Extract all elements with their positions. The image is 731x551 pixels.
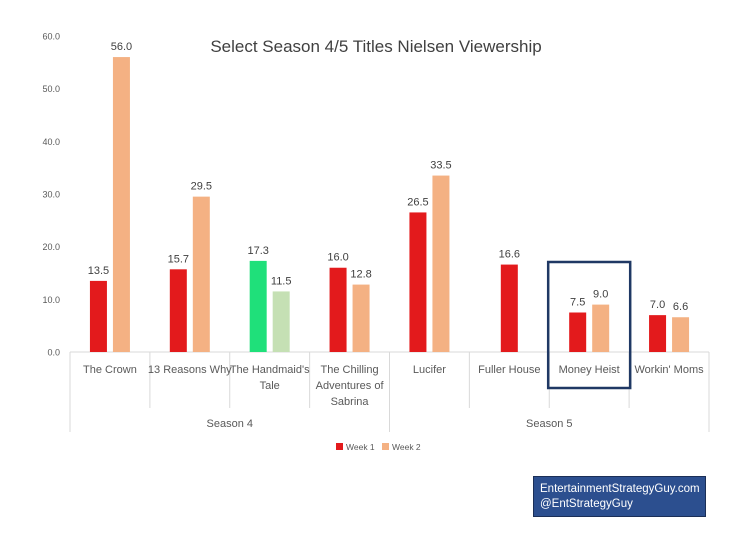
category-label: Adventures of	[316, 380, 385, 392]
bar-value-label: 9.0	[593, 289, 608, 301]
y-tick-label: 10.0	[42, 295, 60, 305]
category-label: Workin' Moms	[634, 364, 704, 376]
bar-week-1	[169, 269, 187, 352]
legend-swatch	[336, 443, 343, 450]
category-label: The Crown	[83, 364, 137, 376]
bar-week-2	[432, 175, 450, 352]
y-tick-label: 60.0	[42, 32, 60, 42]
bar-value-label: 16.6	[499, 249, 520, 261]
y-tick-label: 20.0	[42, 242, 60, 252]
bar-week-1	[649, 315, 667, 352]
category-label: The Chilling	[321, 364, 379, 376]
category-label: Money Heist	[559, 364, 620, 376]
highlight-box	[546, 260, 632, 390]
category-label: 13 Reasons Why	[148, 364, 232, 376]
bar-value-label: 11.5	[271, 275, 292, 287]
group-label: Season 5	[526, 418, 572, 430]
group-label: Season 4	[207, 418, 253, 430]
bar-week-1	[569, 312, 587, 352]
category-label: Tale	[260, 380, 280, 392]
bar-value-label: 13.5	[88, 265, 109, 277]
bar-value-label: 15.7	[168, 253, 189, 265]
attribution-box: EntertainmentStrategyGuy.com @EntStrateg…	[533, 476, 706, 517]
bar-value-label: 56.0	[111, 41, 132, 53]
bar-value-label: 6.6	[673, 301, 688, 313]
bar-value-label: 17.3	[247, 245, 268, 257]
legend-label: Week 1	[346, 442, 375, 452]
attribution-handle: @EntStrategyGuy	[540, 498, 633, 510]
bar-week-1	[89, 280, 107, 352]
bar-value-label: 7.5	[570, 297, 585, 309]
bar-week-2	[592, 304, 610, 352]
bar-week-2	[352, 284, 370, 352]
bar-week-2	[112, 57, 130, 353]
y-tick-label: 30.0	[42, 190, 60, 200]
attribution-website: EntertainmentStrategyGuy.com	[540, 483, 700, 495]
bar-week-1	[249, 260, 267, 352]
bar-value-label: 26.5	[407, 196, 428, 208]
y-tick-label: 0.0	[47, 348, 60, 358]
category-label: Lucifer	[413, 364, 446, 376]
bar-week-1	[500, 264, 518, 352]
bar-value-label: 12.8	[350, 269, 371, 281]
y-tick-label: 50.0	[42, 84, 60, 94]
bar-week-1	[329, 267, 347, 352]
bar-week-2	[672, 317, 690, 352]
category-label: Sabrina	[331, 396, 370, 408]
category-label: The Handmaid's	[230, 364, 310, 376]
category-label: Fuller House	[478, 364, 540, 376]
bar-week-2	[192, 196, 210, 352]
bar-value-label: 29.5	[191, 181, 212, 193]
y-tick-label: 40.0	[42, 137, 60, 147]
bar-week-2	[272, 291, 290, 352]
legend-swatch	[382, 443, 389, 450]
bar-value-label: 33.5	[430, 160, 451, 172]
bar-value-label: 7.0	[650, 299, 665, 311]
bar-week-1	[409, 212, 427, 352]
chart-title: Select Season 4/5 Titles Nielsen Viewers…	[210, 37, 541, 56]
legend-label: Week 2	[392, 442, 421, 452]
bar-value-label: 16.0	[327, 252, 348, 264]
